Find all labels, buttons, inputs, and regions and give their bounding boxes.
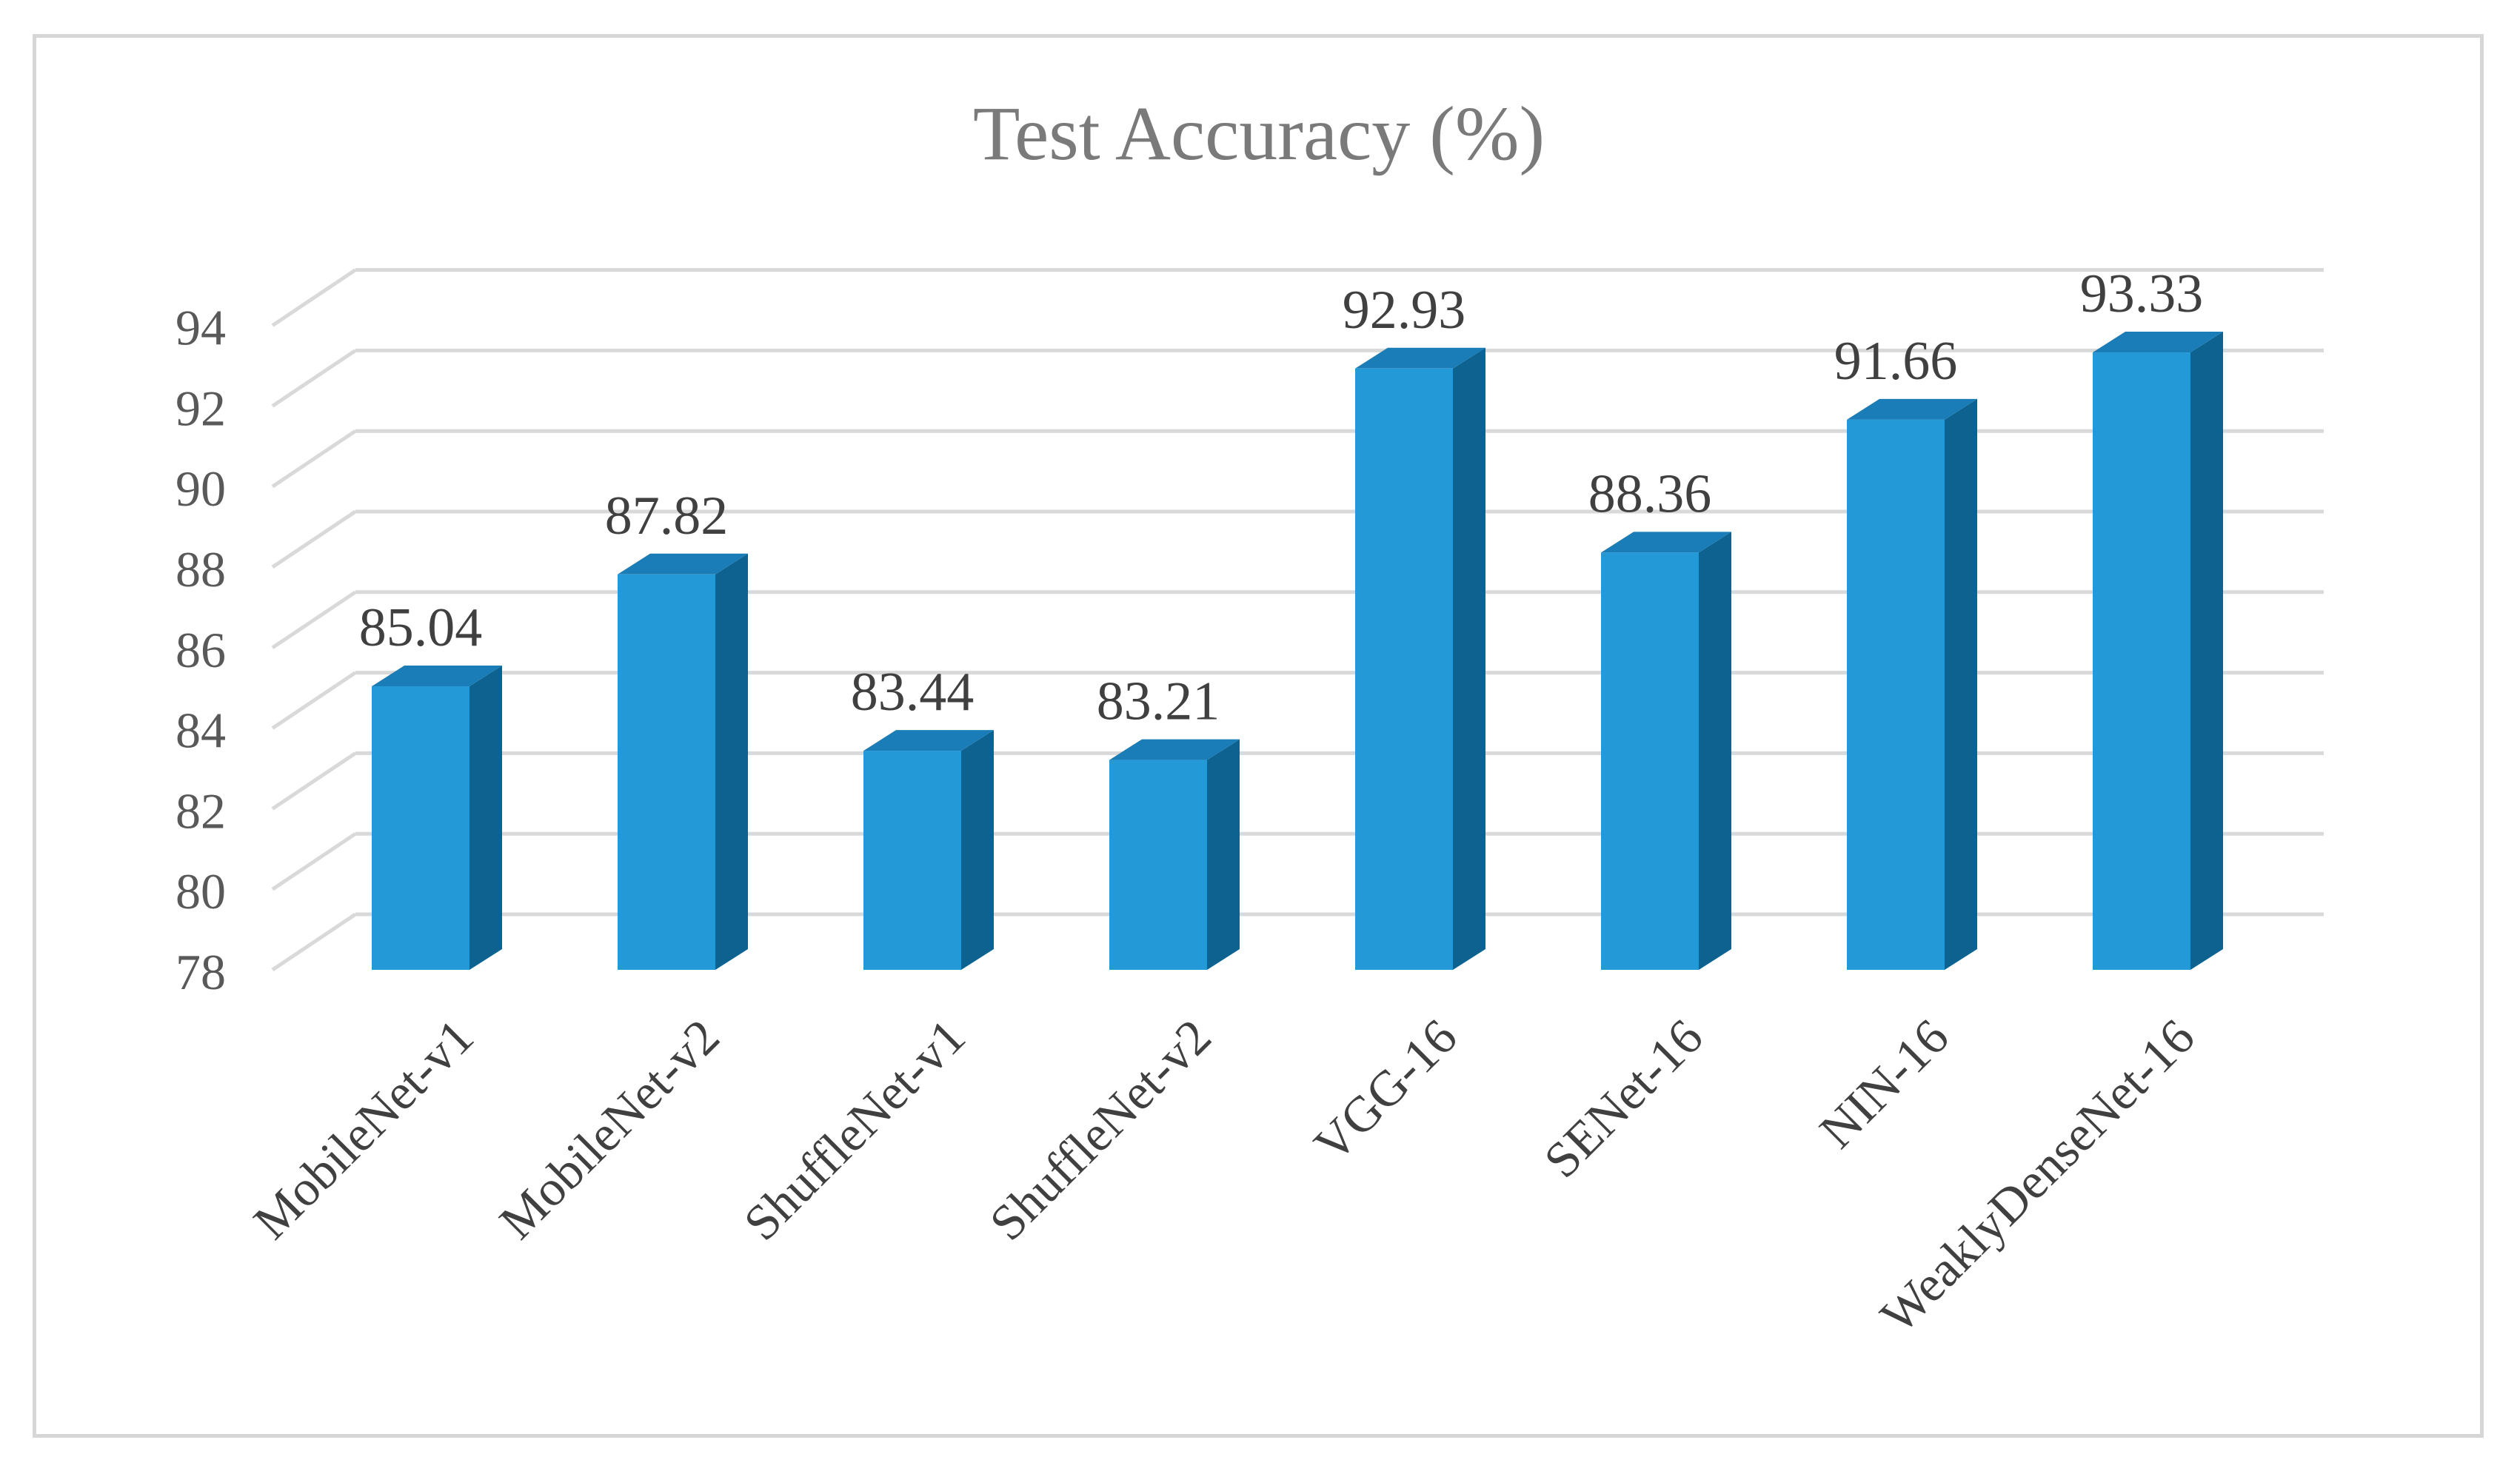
y-tick-label: 94 (176, 300, 226, 356)
bar-top (618, 553, 748, 574)
gridline-depth (271, 509, 357, 569)
bar-front (372, 686, 469, 970)
bar-SENet-16 (1601, 532, 1731, 970)
data-label: 88.36 (1588, 463, 1712, 524)
data-label: 83.21 (1097, 671, 1220, 732)
bar-top (1601, 532, 1731, 553)
y-axis-ticks: 78 80 82 84 86 88 90 92 94 (176, 300, 226, 1000)
x-tick-label: ShuffleNet-v1 (733, 1008, 976, 1251)
bar-front (1355, 368, 1453, 971)
gridline-depth (271, 268, 357, 327)
gridline-depth (271, 429, 357, 489)
bar-front (2093, 352, 2190, 971)
bar-top (2093, 332, 2223, 353)
bar-front (1847, 419, 1945, 970)
bar-front (1109, 760, 1207, 970)
bar-side (1453, 347, 1485, 971)
data-labels: 85.04 87.82 83.44 83.21 92.93 88.36 91.66 93.33 (359, 264, 2204, 732)
bar-ShuffleNet-v1 (863, 730, 994, 970)
y-tick-label: 86 (176, 622, 226, 678)
chart-title: Test Accuracy (%) (973, 91, 1545, 176)
x-tick-label: NIN-16 (1808, 1008, 1959, 1159)
y-tick-label: 90 (176, 460, 226, 517)
gridline-depth (271, 912, 357, 972)
x-axis-ticks: MobileNet-v1 MobileNet-v2 ShuffleNet-v1 Shu… (242, 1008, 2205, 1344)
x-tick-label: SENet-16 (1533, 1008, 1713, 1188)
bar-top (372, 666, 502, 687)
gridline-depth (271, 349, 357, 408)
bar-side (715, 553, 748, 970)
bar-side (2190, 332, 2223, 971)
bar-side (469, 666, 502, 970)
gridline-depth (271, 832, 357, 891)
bar-ShuffleNet-v2 (1109, 739, 1240, 970)
bar-top (1109, 739, 1240, 760)
y-tick-label: 82 (176, 783, 226, 839)
bar-side (1207, 739, 1240, 970)
y-tick-label: 80 (176, 863, 226, 919)
data-label: 91.66 (1834, 331, 1958, 392)
gridline-depth (271, 671, 357, 730)
x-tick-label: MobileNet-v2 (488, 1008, 729, 1250)
bars (372, 332, 2223, 971)
bar-VGG-16 (1355, 347, 1485, 971)
data-label: 85.04 (359, 597, 483, 658)
bar-MobileNet-v2 (618, 553, 748, 970)
data-label: 83.44 (851, 662, 975, 723)
y-tick-label: 78 (176, 944, 226, 1000)
bar-top (1847, 398, 1977, 420)
x-tick-label: VGG-16 (1303, 1008, 1468, 1173)
bar-MobileNet-v1 (372, 666, 502, 970)
bar-NIN-16 (1847, 398, 1977, 970)
x-tick-label: ShuffleNet-v2 (979, 1008, 1222, 1251)
gridline-depth (271, 751, 357, 811)
gridlines (271, 268, 2324, 972)
y-tick-label: 92 (176, 380, 226, 436)
y-tick-label: 88 (176, 541, 226, 597)
bar-top (863, 730, 994, 751)
data-label: 87.82 (605, 486, 729, 546)
gridline-depth (271, 590, 357, 649)
data-label: 92.93 (1343, 280, 1466, 341)
bar-side (961, 730, 994, 970)
bar-front (1601, 552, 1699, 970)
x-tick-label: MobileNet-v1 (242, 1008, 484, 1250)
bar-side (1945, 398, 1977, 970)
bar-side (1699, 532, 1731, 970)
bar-front (863, 751, 961, 970)
y-tick-label: 84 (176, 703, 226, 759)
bar-WeaklyDenseNet-16 (2093, 332, 2223, 971)
bar-top (1355, 347, 1485, 369)
bar-front (618, 574, 715, 970)
data-label: 93.33 (2080, 264, 2204, 324)
